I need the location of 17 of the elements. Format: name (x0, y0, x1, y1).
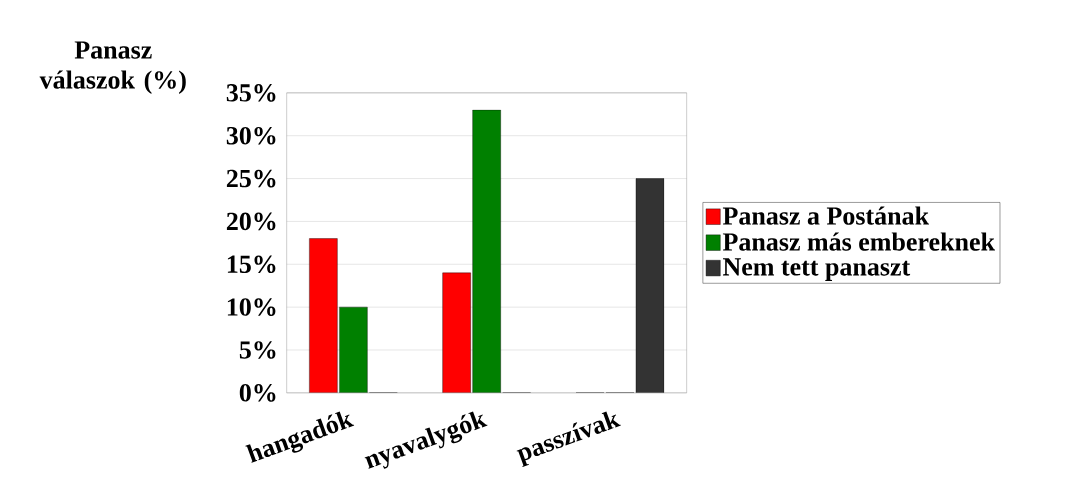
y-tick-label: 0% (239, 384, 276, 402)
bar (635, 178, 665, 393)
y-axis-title: Panasz válaszok (%) (39, 41, 186, 94)
y-tick-label: 5% (239, 341, 276, 359)
y-tick-label: 15% (227, 255, 276, 274)
legend-label: Panasz más embereknek (722, 232, 995, 251)
y-tick-label: 10% (227, 298, 276, 316)
bar (472, 109, 501, 393)
legend-label: Panasz a Postának (722, 206, 929, 225)
y-tick-label: 20% (226, 212, 276, 231)
y-tick-label: 25% (226, 169, 276, 188)
legend-label: Nem tett panaszt (722, 258, 911, 281)
y-tick-label: 35% (226, 84, 276, 102)
bar (309, 238, 338, 393)
y-tick-label: 30% (226, 126, 276, 145)
bar (339, 307, 368, 393)
bar (442, 272, 471, 393)
